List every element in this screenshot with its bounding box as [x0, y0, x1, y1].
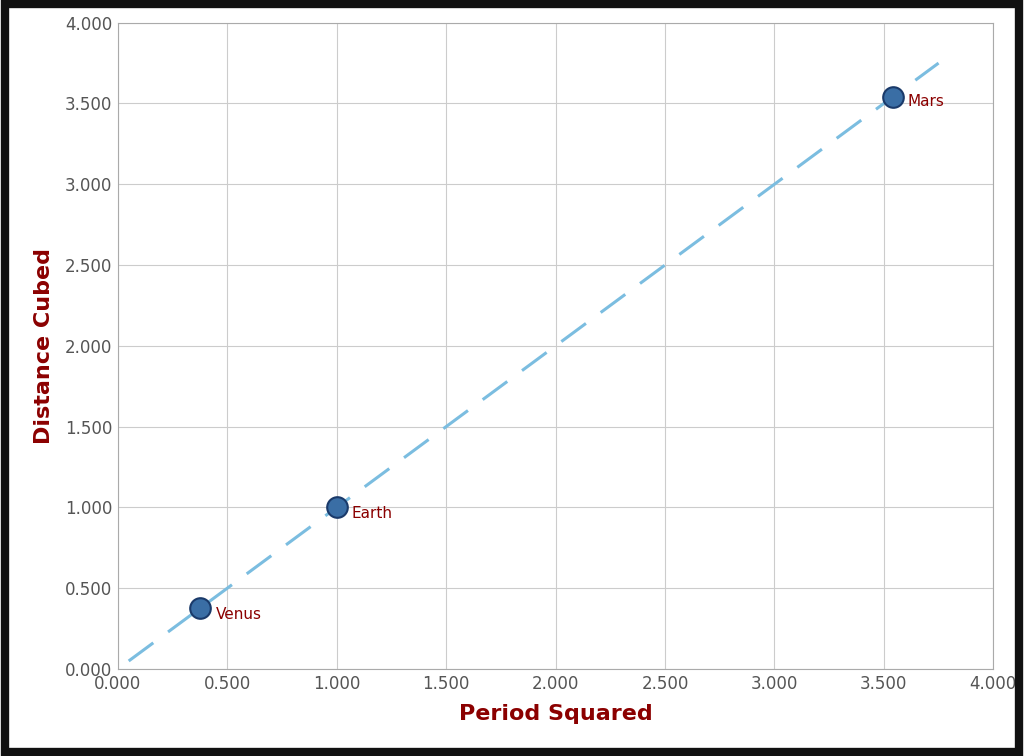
Point: [885, 91, 901, 103]
Point: [193, 602, 209, 614]
Text: Earth: Earth: [352, 507, 393, 522]
Point: [329, 501, 345, 513]
Text: Mars: Mars: [908, 94, 945, 110]
Text: Venus: Venus: [216, 607, 262, 622]
X-axis label: Period Squared: Period Squared: [459, 704, 652, 723]
Y-axis label: Distance Cubed: Distance Cubed: [34, 248, 53, 444]
